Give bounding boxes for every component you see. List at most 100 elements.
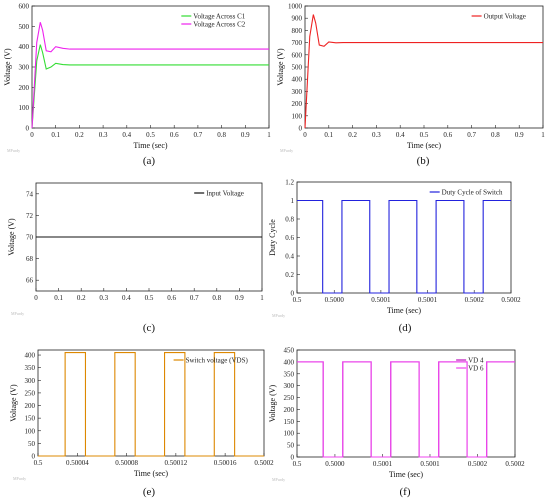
y-tick-label: 100 [19, 104, 30, 112]
y-tick-label: 400 [284, 358, 295, 366]
x-tick-label: 0.2 [348, 131, 357, 139]
panel-caption: (e) [143, 486, 156, 498]
legend-label: VD 6 [468, 365, 484, 373]
y-tick-label: 0.8 [285, 216, 294, 224]
x-tick-label: 0.50016 [214, 459, 237, 467]
watermark: MPurdy [280, 148, 293, 153]
y-tick-label: 0 [26, 125, 30, 133]
y-tick-label: 450 [284, 347, 295, 355]
y-tick-label: 400 [19, 43, 30, 51]
x-tick-label: 0.6 [443, 131, 452, 139]
x-tick-label: 0.5000 [325, 296, 345, 304]
y-tick-label: 500 [19, 23, 30, 31]
watermark: MPurdy [272, 477, 285, 482]
y-tick-label: 300 [25, 377, 36, 385]
x-tick-label: 0.6 [170, 131, 179, 139]
x-axis-label: Time (sec) [389, 470, 423, 479]
y-tick-label: 250 [284, 394, 295, 402]
x-tick-label: 1 [541, 131, 545, 139]
x-tick-label: 0.4 [122, 294, 131, 302]
x-tick-label: 0 [303, 131, 307, 139]
x-tick-label: 0.5000 [325, 460, 345, 468]
y-tick-label: 1.2 [285, 179, 294, 187]
x-axis-label: Time (sec) [134, 469, 168, 478]
y-tick-label: 300 [292, 88, 303, 96]
series-line-a-1 [31, 22, 269, 129]
x-tick-label: 0.1 [324, 131, 333, 139]
y-tick-label: 70 [26, 234, 34, 242]
watermark: MPurdy [7, 148, 20, 153]
x-tick-label: 0.3 [99, 294, 108, 302]
x-tick-label: 0.4 [122, 131, 131, 139]
legend-label: VD 4 [468, 357, 484, 365]
panel-caption: (b) [417, 155, 430, 167]
legend-label: Voltage Across C1 [193, 13, 245, 21]
plot-frame-b [304, 5, 544, 129]
y-tick-label: 100 [292, 112, 303, 120]
y-tick-label: 100 [284, 430, 295, 438]
x-tick-label: 0.5002 [468, 460, 488, 468]
x-tick-label: 0.2 [77, 294, 86, 302]
panel-e: 0.5 0.50004 0.50008 0.50012 0.50016 0.5002 0 50… [9, 349, 274, 498]
x-tick-label: 0.3 [372, 131, 381, 139]
series-line-f-1 [297, 361, 515, 458]
legend-label: Voltage Across C2 [193, 21, 245, 29]
y-tick-label: 200 [284, 406, 295, 414]
x-tick-label: 0.5 [293, 460, 302, 468]
y-tick-label: 100 [25, 427, 36, 435]
x-axis-label: Time (sec) [407, 141, 441, 150]
legend-label: Input Voltage [206, 190, 244, 198]
y-tick-label: 350 [25, 364, 36, 372]
x-tick-label: 0.5001 [373, 460, 393, 468]
legend-label: Duty Cycle of Switch [442, 189, 503, 197]
x-tick-label: 0.3 [99, 131, 108, 139]
x-tick-label: 0.1 [54, 294, 63, 302]
y-tick-label: 700 [292, 39, 303, 47]
y-tick-label: 68 [26, 255, 34, 263]
y-axis-label: Voltage (V) [7, 218, 16, 256]
x-tick-label: 0.5002 [505, 460, 525, 468]
panel-b: 0 0.1 0.2 0.3 0.4 0.5 0.6 0.7 0.8 0.9 1 0 100 200 300 4… [276, 3, 545, 168]
y-tick-label: 0 [32, 453, 36, 461]
y-tick-label: 400 [292, 76, 303, 84]
x-tick-label: 0.5 [293, 296, 302, 304]
panel-c: 0 0.1 0.2 0.3 0.4 0.5 0.6 0.7 0.8 0.9 1 66 68 70 72 74 I… [7, 182, 264, 334]
y-tick-label: 150 [25, 415, 36, 423]
y-tick-label: 72 [26, 212, 34, 220]
x-tick-label: 1 [267, 131, 271, 139]
x-tick-label: 0.50008 [115, 459, 138, 467]
y-tick-label: 0 [299, 125, 303, 133]
legend-label: Output Voltage [484, 13, 526, 21]
y-tick-label: 0 [291, 454, 295, 462]
panel-caption: (f) [400, 486, 411, 498]
x-tick-label: 0 [30, 131, 34, 139]
y-tick-label: 300 [19, 64, 30, 72]
legend-label: Switch voltage (VDS) [186, 357, 249, 365]
x-tick-label: 0.5002 [254, 459, 274, 467]
y-tick-label: 50 [28, 440, 36, 448]
x-tick-label: 1 [260, 294, 264, 302]
x-tick-label: 0.50012 [164, 459, 187, 467]
y-tick-label: 600 [292, 51, 303, 59]
y-tick-label: 200 [25, 402, 36, 410]
x-tick-label: 0.5001 [371, 296, 391, 304]
watermark: MPurdy [272, 313, 285, 318]
x-tick-label: 0.5001 [418, 296, 438, 304]
y-tick-label: 50 [287, 442, 295, 450]
x-axis-label: Time (sec) [387, 306, 421, 315]
y-tick-label: 250 [25, 389, 36, 397]
y-tick-label: 74 [26, 190, 34, 198]
y-tick-label: 200 [19, 84, 30, 92]
x-tick-label: 0.5 [146, 131, 155, 139]
series-line-b-0 [304, 14, 543, 129]
y-tick-label: 0.4 [285, 253, 294, 261]
x-tick-label: 0.8 [212, 294, 221, 302]
panel-caption: (d) [399, 322, 412, 334]
x-axis-label: Time (sec) [133, 141, 167, 150]
series-line-a-0 [31, 44, 269, 129]
x-tick-label: 0.5002 [501, 296, 521, 304]
x-tick-label: 0.9 [235, 294, 244, 302]
y-tick-label: 400 [25, 352, 36, 360]
x-tick-label: 0.5 [420, 131, 429, 139]
plot-frame-f [296, 349, 516, 458]
